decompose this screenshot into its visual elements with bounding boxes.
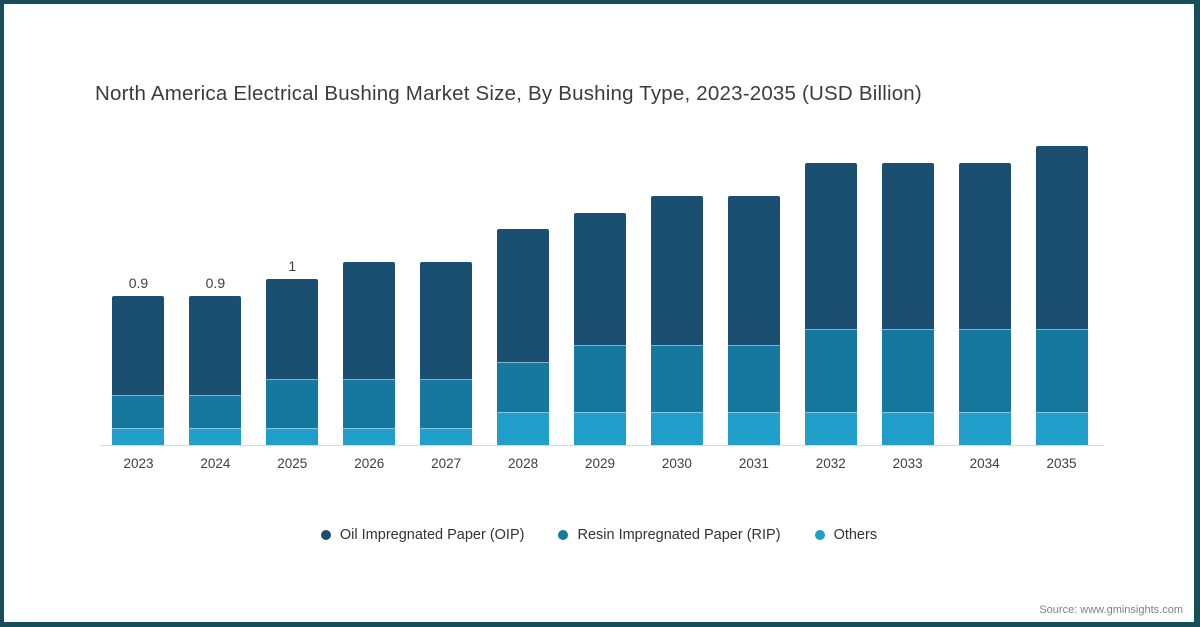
x-tick-label-2025: 2025: [277, 456, 308, 471]
bar-segment-rip: [881, 328, 934, 412]
legend-marker-icon: [814, 530, 825, 540]
bar-segment-oip: [958, 162, 1011, 329]
bar-slot-2031: [715, 134, 792, 445]
bar-slot-2026: [331, 134, 408, 445]
bar-slot-2032: [792, 134, 869, 445]
bar-segment-rip: [497, 362, 550, 412]
bar-2030: [650, 196, 703, 445]
bar-2026: [343, 262, 396, 445]
bar-segment-others: [881, 411, 934, 445]
bar-2029: [573, 212, 626, 445]
bar-segment-oip: [881, 162, 934, 329]
bar-segment-oip: [650, 196, 703, 346]
bar-segment-oip: [112, 295, 165, 396]
x-axis-labels: 2023 2024 2025 2026 2027 2028 2029 2030 2031 2032…: [100, 456, 1100, 471]
bar-segment-others: [497, 411, 550, 445]
bar-slot-2035: [1023, 134, 1100, 445]
bar-slot-2034: [946, 134, 1023, 445]
bar-2025: 1: [266, 258, 319, 445]
bar-2033: [881, 162, 934, 445]
legend-label: Others: [833, 527, 878, 543]
bar-segment-others: [266, 428, 319, 445]
bar-slot-2030: [638, 134, 715, 445]
x-tick-label-2032: 2032: [815, 456, 846, 471]
chart-title: North America Electrical Bushing Market …: [95, 82, 922, 105]
bar-slot-2024: 0.9: [177, 134, 254, 445]
bar-total-label: 1: [288, 258, 297, 275]
bar-segment-oip: [804, 162, 857, 329]
bar-segment-rip: [266, 378, 319, 429]
x-tick-label-2026: 2026: [354, 456, 385, 471]
bar-segment-oip: [497, 229, 550, 363]
x-tick-label-2028: 2028: [508, 456, 539, 471]
bar-segment-others: [573, 411, 626, 445]
bar-segment-others: [804, 411, 857, 445]
bar-segment-rip: [727, 345, 780, 412]
x-tick-label-2033: 2033: [892, 456, 923, 471]
bar-segment-oip: [573, 212, 626, 346]
bar-segment-rip: [112, 395, 165, 429]
bar-segment-others: [650, 411, 703, 445]
bar-total-label: 0.9: [205, 274, 226, 291]
bar-segment-oip: [420, 262, 473, 379]
x-tick-label-2031: 2031: [738, 456, 769, 471]
bar-2034: [958, 162, 1011, 445]
x-tick-label-2030: 2030: [661, 456, 692, 471]
bar-segment-others: [958, 411, 1011, 445]
legend-item-0: Oil Impregnated Paper (OIP): [320, 527, 525, 543]
source-attribution: Source: www.gminsights.com: [1039, 604, 1183, 616]
bar-segment-others: [727, 411, 780, 445]
bar-segment-oip: [727, 196, 780, 346]
bar-2027: [420, 262, 473, 445]
bar-segment-others: [112, 428, 165, 445]
bar-slot-2025: 1: [254, 134, 331, 445]
bar-segment-rip: [343, 378, 396, 429]
bar-slot-2033: [869, 134, 946, 445]
bar-segment-rip: [573, 345, 626, 412]
bar-segment-rip: [189, 395, 242, 429]
bar-total-label: 0.9: [128, 274, 149, 291]
bar-segment-rip: [958, 328, 1011, 412]
x-tick-label-2034: 2034: [969, 456, 1000, 471]
x-tick-label-2027: 2027: [431, 456, 462, 471]
bar-segment-oip: [266, 279, 319, 379]
bar-segment-rip: [420, 378, 473, 429]
bar-segment-oip: [343, 262, 396, 379]
x-tick-label-2024: 2024: [200, 456, 231, 471]
bar-segment-others: [189, 428, 242, 445]
bar-2028: [497, 229, 550, 445]
legend: Oil Impregnated Paper (OIP) Resin Impregn…: [4, 527, 1194, 543]
bar-slot-2027: [408, 134, 485, 445]
bar-segment-others: [1035, 411, 1088, 445]
legend-label: Oil Impregnated Paper (OIP): [339, 527, 525, 543]
bar-slot-2029: [562, 134, 639, 445]
bar-segment-rip: [804, 328, 857, 412]
bar-2032: [804, 162, 857, 445]
bar-segment-others: [343, 428, 396, 445]
bar-segment-oip: [1035, 146, 1088, 329]
bar-segment-rip: [650, 345, 703, 412]
bar-2023: 0.9: [112, 275, 165, 445]
bar-2031: [727, 196, 780, 445]
plot-area: 0.9 0.9 1: [100, 134, 1100, 445]
legend-label: Resin Impregnated Paper (RIP): [577, 527, 781, 543]
bar-2035: [1035, 146, 1088, 445]
bar-segment-others: [420, 428, 473, 445]
bar-slot-2028: [485, 134, 562, 445]
legend-item-1: Resin Impregnated Paper (RIP): [558, 527, 781, 543]
x-tick-label-2035: 2035: [1046, 456, 1077, 471]
x-tick-label-2023: 2023: [123, 456, 154, 471]
bar-segment-rip: [1035, 328, 1088, 412]
bar-segment-oip: [189, 295, 242, 396]
x-axis-line: [100, 445, 1104, 446]
bar-2024: 0.9: [189, 275, 242, 445]
legend-marker-icon: [320, 530, 331, 540]
x-tick-label-2029: 2029: [584, 456, 616, 471]
bar-slot-2023: 0.9: [100, 134, 177, 445]
legend-item-2: Others: [814, 527, 878, 543]
legend-marker-icon: [558, 530, 569, 540]
